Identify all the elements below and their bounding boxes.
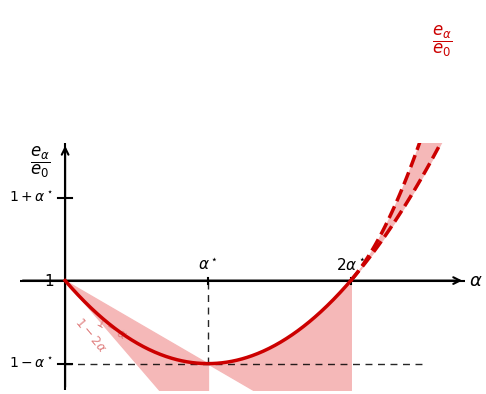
Text: $1+\alpha^\star$: $1+\alpha^\star$ — [9, 190, 54, 205]
Text: $1-2\alpha$: $1-2\alpha$ — [72, 315, 109, 355]
Text: $\dfrac{e_\alpha}{e_0}$: $\dfrac{e_\alpha}{e_0}$ — [433, 23, 453, 59]
Text: $\dfrac{e_\alpha}{e_0}$: $\dfrac{e_\alpha}{e_0}$ — [30, 145, 50, 180]
Text: $1-\alpha^\star$: $1-\alpha^\star$ — [9, 356, 54, 371]
Text: $1$: $1$ — [44, 273, 54, 288]
Text: $\alpha^\star$: $\alpha^\star$ — [198, 257, 218, 273]
Text: $\alpha$: $\alpha$ — [469, 271, 483, 290]
Text: $1-\alpha$: $1-\alpha$ — [93, 316, 129, 343]
Text: $2\alpha^\star$: $2\alpha^\star$ — [336, 257, 366, 273]
